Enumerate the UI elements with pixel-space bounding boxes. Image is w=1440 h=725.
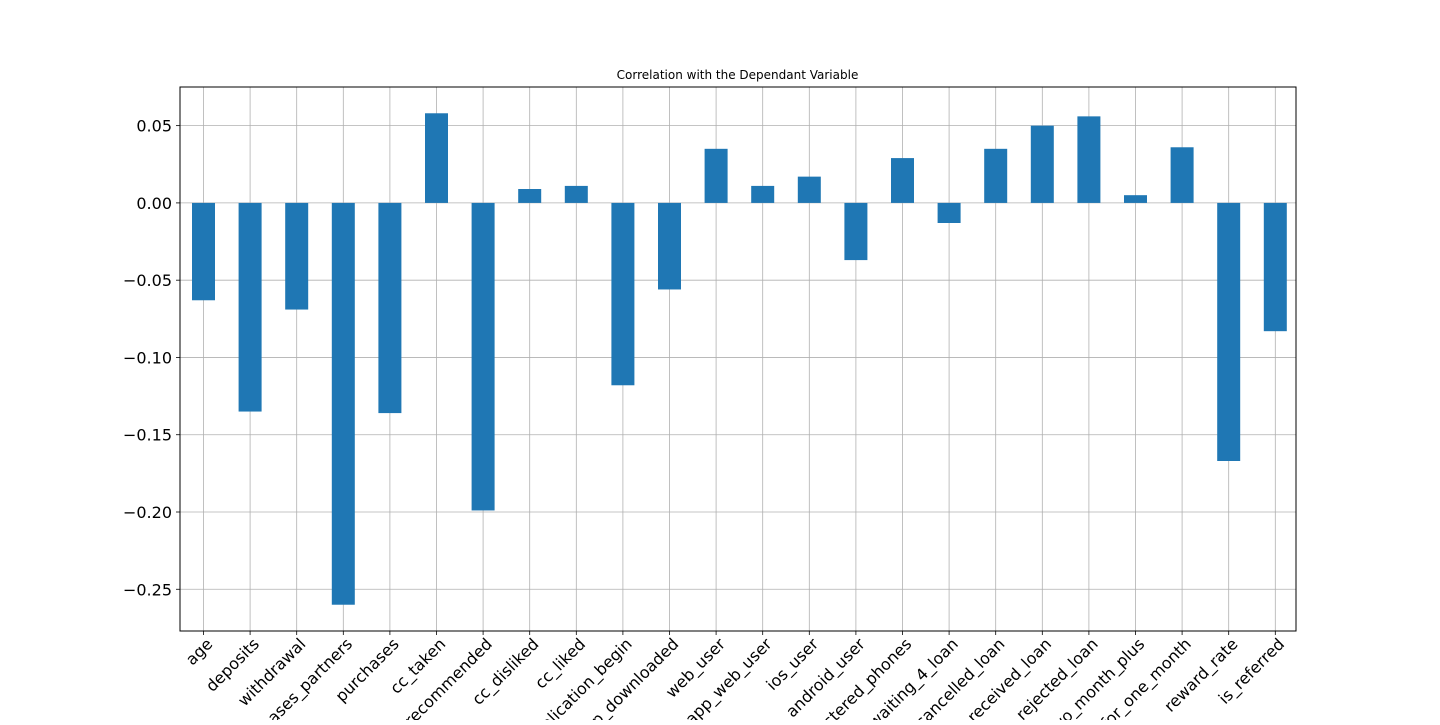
chart-title: Correlation with the Dependant Variable: [617, 68, 859, 82]
bar-age: [192, 202, 215, 301]
bar-purchases-partners: [331, 202, 355, 605]
y-tick-label: −0.15: [123, 426, 172, 445]
bar-waiting-4-loan: [937, 202, 961, 223]
plot-frame: [179, 86, 1297, 632]
bar-app-downloaded: [658, 202, 681, 290]
bar-web-user: [704, 148, 728, 203]
bar-cc-disliked: [518, 189, 542, 203]
bar-purchases: [378, 202, 402, 414]
y-tick-label: 0.05: [136, 117, 172, 136]
bar-app-web-user: [751, 185, 775, 203]
bar-deposits: [238, 202, 262, 412]
bar-ios-user: [797, 176, 821, 203]
bar-reward-rate: [1217, 202, 1241, 461]
y-tick-label: 0.00: [136, 194, 172, 213]
bar-cc-liked: [564, 185, 588, 203]
bar-rejected-loan: [1077, 116, 1101, 203]
y-tick-label: −0.10: [123, 348, 172, 367]
x-tick-label: age: [182, 634, 217, 669]
y-axis: 0.05 0.00 −0.05 −0.10 −0.15 −0.20 −0.25: [123, 117, 180, 599]
bar-cc-application-begin: [611, 202, 635, 386]
y-tick-label: −0.20: [123, 503, 172, 522]
bars-layer: [192, 113, 1287, 605]
x-axis: agedepositswithdrawalchases_partnerspurc…: [182, 631, 1289, 725]
bar-left-for-one-month: [1170, 147, 1194, 203]
y-tick-label: −0.25: [123, 580, 172, 599]
bar-received-loan: [1030, 125, 1054, 203]
bar-left-for-two-month-plus: [1124, 195, 1147, 203]
bar-cc-recommended: [471, 202, 495, 511]
bar-withdrawal: [285, 202, 309, 310]
bar-cancelled-loan: [984, 148, 1008, 203]
bar-is-referred: [1263, 202, 1287, 332]
y-tick-label: −0.05: [123, 271, 172, 290]
bar-cc-taken: [425, 113, 448, 203]
bar-registered-phones: [891, 158, 914, 203]
bar-android-user: [844, 202, 868, 261]
